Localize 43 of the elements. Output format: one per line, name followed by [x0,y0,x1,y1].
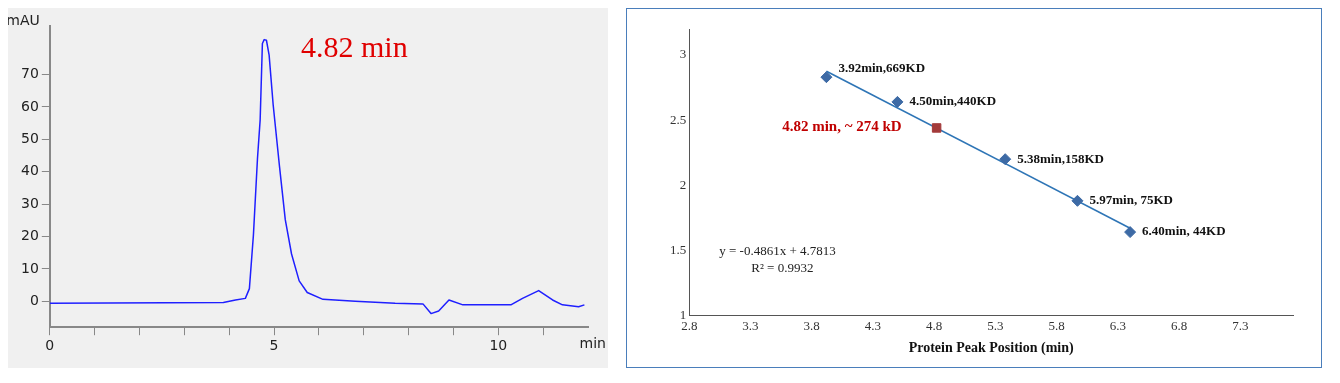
y-tick-label: 2 [679,176,687,192]
annotation: 4.82 min, ~ 274 kD [782,117,902,134]
data-label: 6.40min, 44KD [1142,223,1226,239]
x-tick-label: 6.3 [1109,317,1126,333]
data-label: 3.92min,669KD [838,59,926,75]
x-axis-title: Protein Peak Position (min) [908,340,1074,357]
x-tick-label: 3.3 [742,317,759,333]
data-label: 5.38min,158KD [1017,150,1104,166]
data-label: 5.97min, 75KD [1089,192,1173,208]
annotation: 4.82 min [300,30,408,64]
x-tick-label: 5 [269,337,279,354]
x-tick-label: 6.8 [1170,317,1188,333]
y-tick-label: 50 [20,130,39,146]
y-tick-label: 10 [20,259,39,276]
annotation: R² = 0.9932 [751,260,814,276]
y-tick-label: 30 [20,194,39,211]
point [820,71,833,84]
y-tick-label: 3 [679,46,687,62]
point [931,123,942,133]
x-tick-label: 7.3 [1232,317,1249,333]
y-tick-label: 1 [679,306,687,322]
y-tick-label: 1.5 [670,241,687,257]
point [891,95,904,108]
x-axis-title: min [579,334,606,351]
x-tick-label: 4.8 [926,317,943,333]
y-tick-label: 0 [29,291,39,308]
x-tick-label: 5.3 [987,317,1004,333]
x-tick-label: 5.8 [1048,317,1065,333]
annotation: y = -0.4861x + 4.7813 [719,243,836,259]
y-tick-label: 40 [20,162,39,179]
data-label: 4.50min,440KD [909,93,997,109]
y-axis-title: mAU [6,11,40,28]
y-tick-label: 20 [20,227,39,244]
point [1124,226,1137,239]
x-tick-label: 10 [489,337,508,354]
y-tick-label: 60 [20,97,39,114]
y-tick-label: 2.5 [670,111,687,127]
y-tick-label: 70 [20,65,39,82]
x-tick-label: 0 [45,337,55,354]
x-tick-label: 4.3 [864,317,882,333]
point [1071,194,1084,207]
point [999,153,1012,166]
x-tick-label: 3.8 [803,317,820,333]
